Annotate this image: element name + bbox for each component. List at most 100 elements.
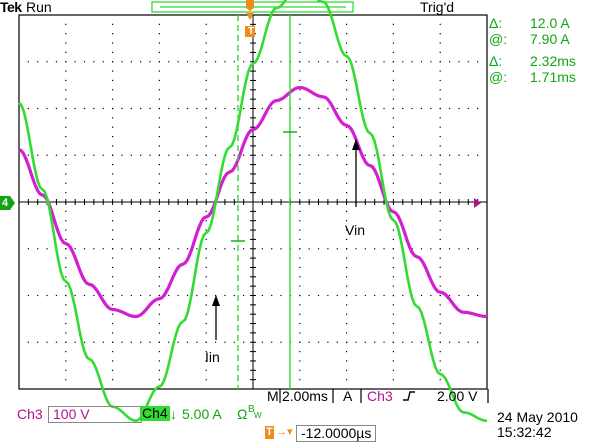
grid-dot [439,173,441,175]
grid-dot [158,182,160,184]
grid-dot [205,266,207,269]
grid-dot [205,61,207,63]
grid-dot [317,61,320,63]
grid-dot [37,248,39,250]
grid-dot [420,341,423,343]
grid-dot [346,313,348,315]
grid-dot [439,360,441,362]
grid-dot [224,294,226,297]
waveforms [18,0,488,423]
grid-dot [327,61,329,63]
grid-dot [383,294,385,297]
trigger-level-marker[interactable] [474,198,481,208]
grid-dot [205,379,207,381]
grid-dot [327,248,329,250]
ch4-scale[interactable]: 5.00 A [182,406,222,422]
grid-dot [299,322,301,325]
trigger-position-value[interactable]: -12.0000µs [296,425,377,442]
grid-dot [168,107,170,110]
grid-dot [346,182,348,184]
trigger-level[interactable]: 2.00 V [437,388,478,404]
grid-dot [158,79,160,82]
grid-dot [243,341,245,343]
grid-dot [65,220,67,222]
grid-dot [346,379,348,381]
grid-dot [158,23,160,25]
trigger-t-glyph: T [247,26,255,37]
grid-dot [205,117,207,119]
grid-dot [299,70,301,72]
grid-dot [65,276,67,278]
grid-dot [299,341,301,343]
grid-dot [55,107,58,110]
grid-dot [37,61,39,63]
grid-dot [439,379,441,381]
grid-dot [402,294,404,297]
grid-dot [65,135,67,138]
run-state: Run [26,0,52,15]
amp-delta-value: 12.0 A [530,15,570,31]
grid-dot [186,248,189,250]
time-delta-value: 2.32ms [530,53,576,69]
grid-dot [140,154,142,156]
grid-dot [149,107,151,110]
grid-dot [65,304,67,306]
grid-dot [411,61,413,63]
time-at-symbol: @: [489,69,508,85]
grid-dot [299,126,301,128]
grid-dot [392,89,394,91]
grid-dot [439,135,441,138]
grid-dot [205,238,207,240]
grid-dot [214,61,217,63]
grid-dot [65,98,67,100]
grid-dot [346,257,348,259]
ch4-ground-marker[interactable] [0,196,15,210]
grid-dot [112,220,114,222]
grid-dot [74,294,76,297]
grid-dot [65,210,67,212]
grid-dot [102,107,104,110]
grid-dot [420,107,423,110]
grid-dot [439,257,441,259]
grid-dot [346,126,348,128]
grid-dot [308,61,310,63]
grid-dot [102,248,104,250]
grid-dot [205,42,207,44]
grid-dot [205,360,207,362]
grid-dot [65,332,67,334]
trace-vin [18,85,488,319]
grid-dot [411,154,413,156]
grid-dot [336,154,338,156]
grid-dot [27,107,29,110]
grid-dot [112,332,114,334]
grid-dot [205,51,207,53]
grid-dot [346,266,348,269]
grid-dot [168,154,170,156]
trigger-source[interactable]: Ch3 [367,388,393,404]
rising-edge-icon [403,391,415,401]
grid-dot [467,248,469,250]
grid-dot [55,61,58,63]
time-cursors[interactable] [231,15,297,389]
grid-dot [392,173,394,175]
grid-dot [205,351,207,353]
grid-dot [168,248,170,250]
grid-dot [364,107,366,110]
grid-dot [93,248,95,250]
grid-dot [121,107,123,110]
grid-dot [374,294,376,297]
grid-dot [430,248,432,250]
vin-annotation-arrow [352,139,360,207]
ch3-scale[interactable]: 100 V [48,406,142,423]
grid-dot [374,107,376,110]
grid-dot [65,360,67,362]
grid-dot [392,145,394,147]
time-per-div[interactable]: 2.00ms [282,388,328,404]
grid-dot [299,23,301,25]
grid-dot [27,341,29,343]
trigger-position-marker[interactable] [245,0,255,37]
grid-dot [27,61,29,63]
grid-dot [205,220,207,222]
grid-dot [411,107,413,110]
